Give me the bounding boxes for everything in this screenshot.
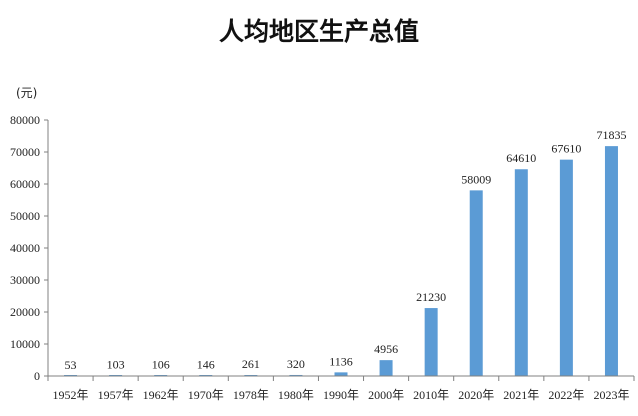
bar-series: [64, 146, 618, 376]
data-labels: 53 103 106 146 261 320 1136 4956 21230 58009 64610…: [65, 128, 627, 372]
x-tick-label: 2022年: [548, 388, 584, 402]
bar: [559, 159, 573, 376]
bar: [604, 146, 618, 376]
x-tick-label: 1957年: [98, 388, 134, 402]
bar: [424, 308, 438, 376]
x-tick-label: 2000年: [368, 388, 404, 402]
bar: [289, 374, 303, 376]
bar-value-label: 58009: [461, 172, 491, 186]
bar-value-label: 320: [287, 357, 305, 371]
y-axis-unit: (元): [16, 86, 37, 100]
x-tick-label: 2023年: [593, 388, 629, 402]
bar-value-label: 21230: [416, 290, 446, 304]
x-tick-label: 1952年: [53, 388, 89, 402]
axes: [47, 120, 635, 381]
bar-value-label: 106: [152, 358, 170, 372]
bar-value-label: 1136: [329, 354, 353, 368]
x-axis-labels: 1952年 1957年 1962年 1970年 1978年 1980年 1990年 2000年…: [53, 388, 630, 402]
bar-value-label: 71835: [596, 128, 626, 142]
bar-value-label: 67610: [551, 142, 581, 156]
bar: [379, 360, 393, 376]
bar-value-label: 261: [242, 357, 260, 371]
bar: [514, 169, 528, 376]
bar: [469, 190, 483, 376]
bar-value-label: 64610: [506, 151, 536, 165]
x-tick-label: 2010年: [413, 388, 449, 402]
y-tick-label: 40000: [10, 241, 40, 255]
chart-title: 人均地区生产总值: [219, 17, 419, 46]
y-tick-label: 70000: [10, 145, 40, 159]
bar-value-label: 146: [197, 358, 215, 372]
y-tick-label: 10000: [10, 337, 40, 351]
y-tick-label: 0: [34, 369, 40, 383]
x-tick-label: 1990年: [323, 388, 359, 402]
x-tick-label: 1978年: [233, 388, 269, 402]
x-tick-label: 1980年: [278, 388, 314, 402]
x-tick-label: 2021年: [503, 388, 539, 402]
x-tick-label: 1970年: [188, 388, 224, 402]
y-tick-label: 80000: [10, 113, 40, 127]
y-axis-ticks: 0 10000 20000 30000 40000 50000 60000 70000 8000…: [10, 113, 48, 383]
y-tick-label: 30000: [10, 273, 40, 287]
x-tick-label: 1962年: [143, 388, 179, 402]
bar-value-label: 103: [107, 358, 125, 372]
y-tick-label: 50000: [10, 209, 40, 223]
y-tick-label: 60000: [10, 177, 40, 191]
bar: [334, 372, 348, 376]
x-tick-label: 2020年: [458, 388, 494, 402]
y-tick-label: 20000: [10, 305, 40, 319]
bar-value-label: 53: [65, 358, 77, 372]
bar-value-label: 4956: [374, 342, 398, 356]
